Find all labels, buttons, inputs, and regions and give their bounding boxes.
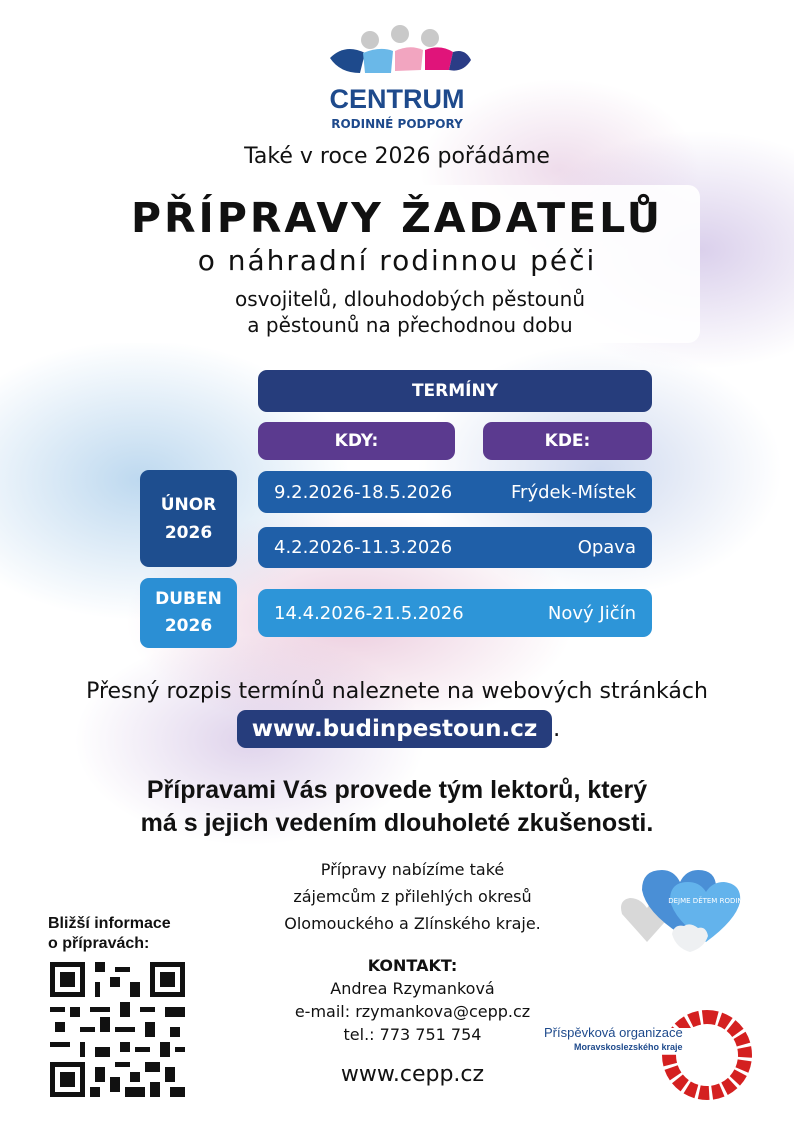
lecturers: Přípravami Vás provede tým lektorů, kter… bbox=[0, 774, 794, 840]
website: www.budinpestoun.cz bbox=[251, 716, 538, 742]
website-note: Přesný rozpis termínů naleznete na webov… bbox=[86, 679, 708, 704]
qr-caption-line: Bližší informace bbox=[48, 915, 171, 932]
year: 2026 bbox=[164, 616, 213, 636]
month: DUBEN bbox=[155, 589, 222, 609]
logo-name: CENTRUM bbox=[329, 84, 465, 114]
contact-name: Andrea Rzymanková bbox=[330, 979, 495, 998]
campaign-text: DEJME DĚTEM RODINU bbox=[668, 897, 748, 905]
qr-code bbox=[50, 962, 185, 1097]
contact-email: e-mail: rzymankova@cepp.cz bbox=[294, 1002, 531, 1021]
schedule-row: 4.2.2026-11.3.2026 Opava bbox=[258, 527, 652, 568]
place: Opava bbox=[577, 537, 636, 558]
month: ÚNOR bbox=[160, 494, 217, 515]
audience-line: a pěstounů na přechodnou dobu bbox=[247, 313, 573, 337]
organization-line: Příspěvková organizace bbox=[544, 1025, 683, 1040]
subtitle: o náhradní rodinnou péči bbox=[197, 244, 597, 277]
lecturers-line: Přípravami Vás provede tým lektorů, kter… bbox=[146, 776, 648, 804]
qr-caption-line: o přípravách: bbox=[48, 935, 150, 952]
where-label: KDE: bbox=[544, 431, 591, 451]
qr-caption: Bližší informace o přípravách: bbox=[48, 914, 171, 954]
place: Frýdek-Místek bbox=[511, 481, 636, 503]
schedule-row: 9.2.2026-18.5.2026 Frýdek-Místek bbox=[258, 471, 652, 513]
when-label: KDY: bbox=[334, 431, 379, 451]
lecturers-line: má s jejich vedením dlouholeté zkušenost… bbox=[140, 809, 654, 837]
schedule-header-text: TERMÍNY bbox=[411, 381, 499, 401]
schedule-row: 14.4.2026-21.5.2026 Nový Jičín bbox=[258, 589, 652, 637]
organization-logo bbox=[660, 1010, 752, 1100]
contact-phone: tel.: 773 751 754 bbox=[343, 1025, 482, 1044]
schedule-header: TERMÍNY bbox=[258, 370, 652, 412]
place: Nový Jičín bbox=[547, 602, 636, 624]
offer-line: Přípravy nabízíme také bbox=[320, 860, 505, 879]
dates: 4.2.2026-11.3.2026 bbox=[274, 537, 453, 558]
title: PŘÍPRAVY ŽADATELŮ bbox=[130, 194, 664, 242]
contact-label: KONTAKT: bbox=[367, 956, 458, 975]
website-box: www.budinpestoun.cz bbox=[237, 710, 552, 748]
offer-line: Olomouckého a Zlínského kraje. bbox=[284, 914, 541, 933]
month-box: ÚNOR 2026 bbox=[140, 470, 237, 567]
dates: 9.2.2026-18.5.2026 bbox=[274, 481, 453, 503]
month-box: DUBEN 2026 bbox=[140, 578, 237, 648]
organization-line: Moravskoslezského kraje bbox=[574, 1042, 683, 1052]
website-suffix: . bbox=[553, 716, 561, 742]
when-header: KDY: bbox=[258, 422, 455, 460]
intro: Také v roce 2026 pořádáme bbox=[244, 144, 550, 169]
logo-subtitle: RODINNÉ PODPORY bbox=[331, 117, 463, 131]
contact-web: www.cepp.cz bbox=[340, 1062, 485, 1087]
where-header: KDE: bbox=[483, 422, 652, 460]
year: 2026 bbox=[164, 522, 213, 543]
dates: 14.4.2026-21.5.2026 bbox=[274, 602, 464, 624]
title-panel bbox=[95, 185, 700, 343]
offer-line: zájemcům z přilehlých okresů bbox=[293, 887, 532, 906]
contact: KONTAKT: Andrea Rzymanková e-mail: rzyma… bbox=[240, 954, 585, 1046]
organization: Příspěvková organizace Moravskoslezského… bbox=[544, 1025, 683, 1055]
offer: Přípravy nabízíme také zájemcům z přileh… bbox=[240, 856, 585, 937]
logo-figures bbox=[330, 25, 471, 73]
audience-line: osvojitelů, dlouhodobých pěstounů bbox=[234, 287, 586, 311]
campaign-logo bbox=[621, 870, 741, 952]
